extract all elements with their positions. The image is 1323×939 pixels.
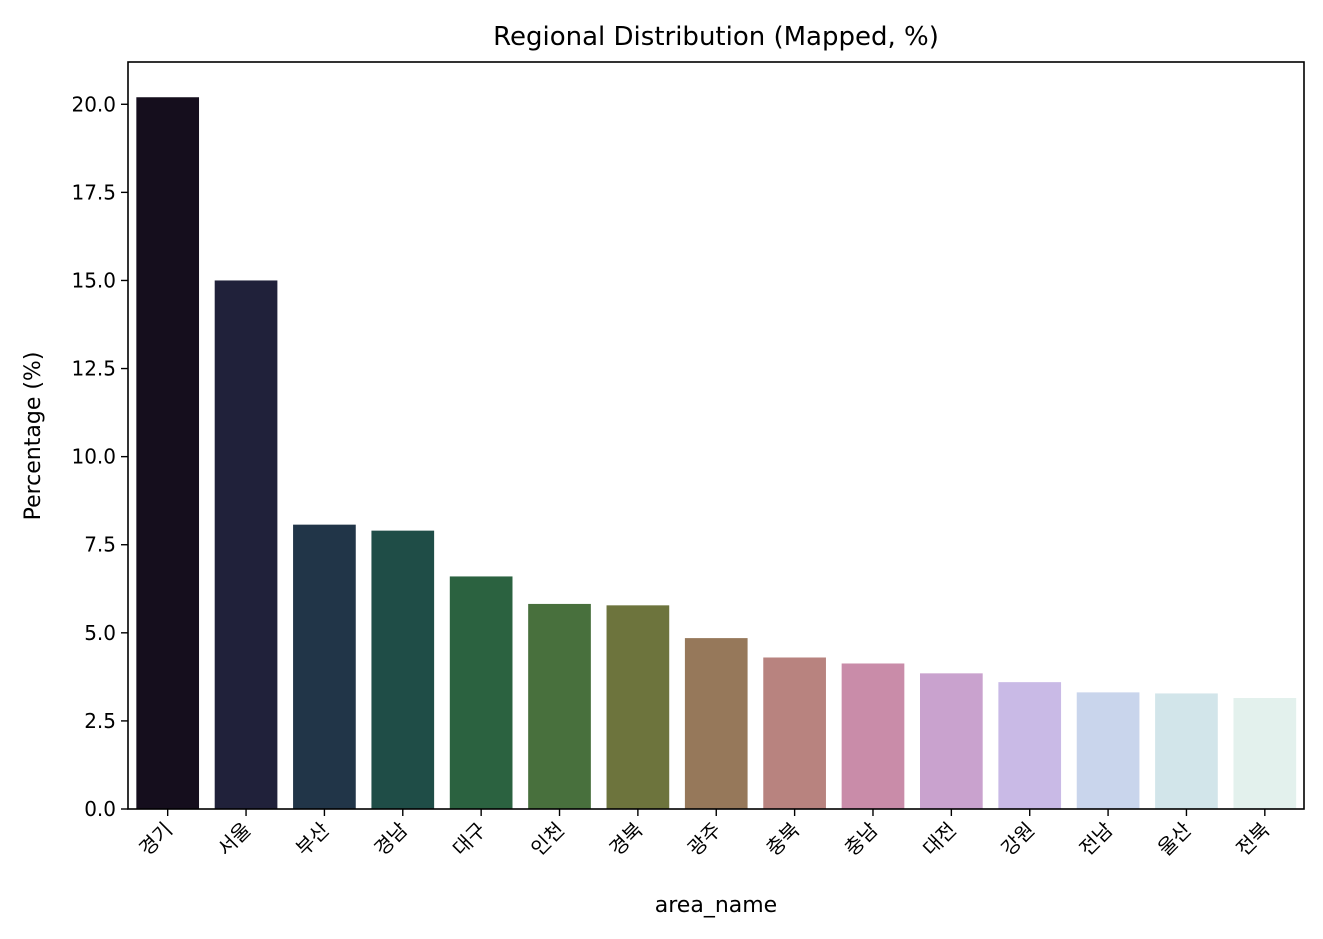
y-axis-label: Percentage (%) xyxy=(21,352,46,521)
bar-0 xyxy=(136,97,200,810)
bar-8 xyxy=(763,657,826,809)
y-tick-label: 2.5 xyxy=(84,709,116,733)
x-tick-label: 경남 xyxy=(369,818,412,861)
x-tick-label: 인천 xyxy=(526,818,569,861)
bar-5 xyxy=(528,603,591,809)
bar-13 xyxy=(1155,693,1218,809)
y-axis: 0.0 2.5 5.0 7.5 10.0 12.5 15.0 17.5 20.0 xyxy=(71,92,128,821)
x-tick-label: 강원 xyxy=(996,818,1039,861)
bars-group xyxy=(136,97,1297,810)
y-tick-label: 0.0 xyxy=(84,797,116,821)
x-tick-label: 대구 xyxy=(448,818,491,861)
x-tick-label: 경북 xyxy=(604,818,647,861)
x-tick-label: 광주 xyxy=(683,818,726,861)
y-tick-label: 5.0 xyxy=(84,621,116,645)
bar-14 xyxy=(1233,698,1297,809)
bar-3 xyxy=(371,530,435,809)
x-tick-label: 대전 xyxy=(918,818,961,861)
bar-10 xyxy=(920,673,983,809)
bar-6 xyxy=(606,605,670,809)
plot-frame xyxy=(127,61,1305,810)
bar-9 xyxy=(841,663,905,809)
x-tick-label: 서울 xyxy=(213,818,256,861)
bar-12 xyxy=(1076,692,1140,809)
x-tick-label: 울산 xyxy=(1153,818,1196,861)
x-axis: 경기 서울 부산 경남 대구 인천 경북 광주 충북 충남 대전 강원 전남 울산 전북 xyxy=(134,809,1274,861)
y-tick-label: 15.0 xyxy=(71,268,116,292)
x-tick-label: 충북 xyxy=(761,818,804,861)
y-tick-label: 7.5 xyxy=(84,533,116,557)
y-tick-label: 12.5 xyxy=(71,357,116,381)
bar-11 xyxy=(998,682,1062,809)
bar-2 xyxy=(293,524,356,809)
x-tick-label: 전남 xyxy=(1075,818,1118,861)
x-axis-label: area_name xyxy=(655,893,777,918)
x-tick-label: 부산 xyxy=(291,818,334,861)
x-tick-label: 충남 xyxy=(840,818,883,861)
x-tick-label: 경기 xyxy=(134,818,177,861)
y-tick-label: 10.0 xyxy=(71,445,116,469)
y-tick-label: 17.5 xyxy=(71,180,116,204)
bar-4 xyxy=(449,576,513,809)
x-tick-label: 전북 xyxy=(1231,818,1274,861)
bar-7 xyxy=(684,638,748,809)
chart-title: Regional Distribution (Mapped, %) xyxy=(493,22,939,52)
y-tick-label: 20.0 xyxy=(71,92,116,116)
bar-1 xyxy=(214,280,278,810)
